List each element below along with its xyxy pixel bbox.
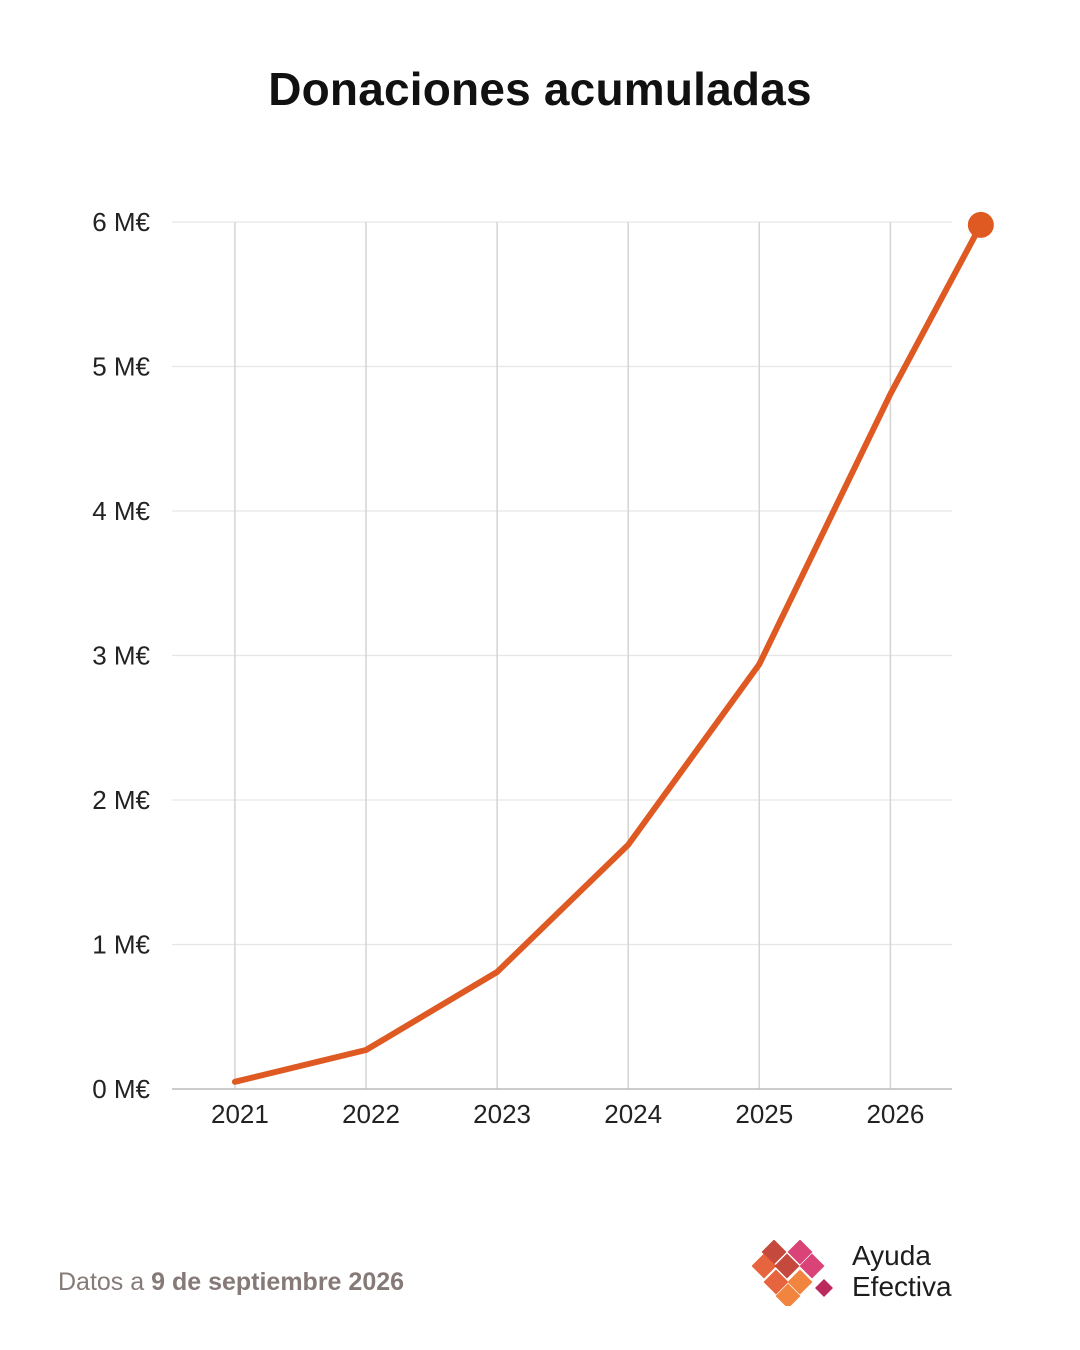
logo-diamond: [763, 1269, 789, 1295]
logo-diamond: [761, 1240, 787, 1265]
y-tick-label: 6 M€: [92, 207, 150, 237]
data-date-value: 9 de septiembre 2026: [151, 1268, 405, 1296]
vertical-gridlines: [234, 222, 892, 1089]
x-tick-label: 2021: [211, 1099, 269, 1129]
logo-diamond: [774, 1253, 800, 1279]
logo-diamond: [799, 1253, 825, 1279]
data-date-note: Datos a 9 de septiembre 2026: [58, 1268, 404, 1297]
data-date-prefix: Datos a: [58, 1268, 152, 1296]
heart-diamonds-logo-icon: [752, 1240, 833, 1306]
brand-name-line2: Efectiva: [852, 1271, 952, 1302]
x-tick-label: 2024: [604, 1099, 662, 1129]
logo-diamond: [752, 1253, 777, 1279]
x-tick-label: 2025: [735, 1099, 793, 1129]
series-group: [231, 211, 994, 1085]
series-end-point: [967, 211, 994, 238]
y-tick-labels: 0 M€ 1 M€ 2 M€ 3 M€ 4 M€ 5 M€ 6 M€: [92, 207, 150, 1104]
y-tick-label: 2 M€: [92, 785, 150, 815]
y-tick-label: 0 M€: [92, 1074, 150, 1104]
y-tick-label: 3 M€: [92, 641, 150, 671]
brand-name-line1: Ayuda: [852, 1240, 931, 1271]
y-tick-label: 4 M€: [92, 496, 150, 526]
x-tick-label: 2023: [473, 1099, 531, 1129]
y-tick-label: 5 M€: [92, 352, 150, 382]
series-line: [231, 221, 984, 1085]
brand-name: Ayuda Efectiva: [852, 1240, 952, 1302]
chart-title: Donaciones acumuladas: [268, 63, 812, 115]
x-tick-label: 2022: [342, 1099, 400, 1129]
y-tick-label: 1 M€: [92, 930, 150, 960]
logo-diamond: [787, 1269, 813, 1295]
logo-diamond: [815, 1279, 833, 1297]
horizontal-gridlines: [172, 221, 952, 946]
x-tick-label: 2026: [866, 1099, 924, 1129]
logo-diamond: [775, 1283, 801, 1306]
logo-diamond: [787, 1240, 813, 1265]
x-tick-labels: 2021 2022 2023 2024 2025 2026: [211, 1099, 924, 1129]
brand-logo[interactable]: Ayuda Efectiva: [752, 1240, 992, 1306]
